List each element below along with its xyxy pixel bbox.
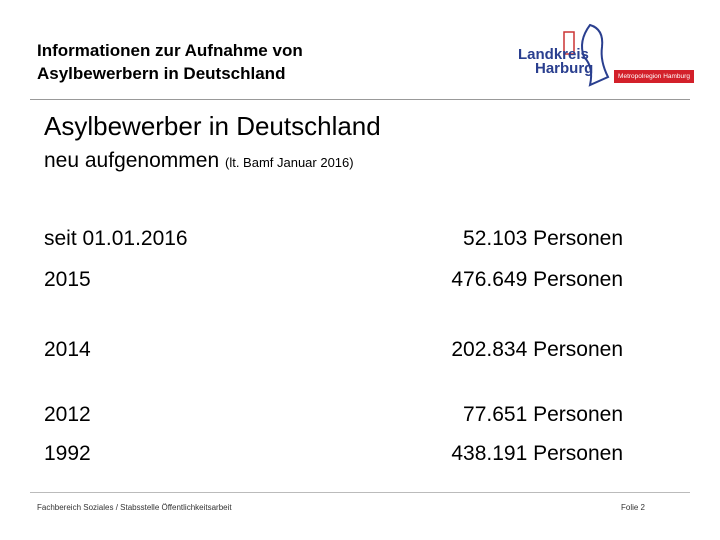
logo-text: Landkreis bbox=[518, 46, 589, 63]
row-label: 1992 bbox=[44, 442, 91, 465]
subtitle-note: (lt. Bamf Januar 2016) bbox=[224, 155, 354, 170]
row-value: 202.834 Personen bbox=[451, 338, 623, 361]
row-label: seit 01.01.2016 bbox=[44, 227, 188, 250]
header-rule bbox=[30, 99, 690, 100]
logo-icon bbox=[563, 23, 610, 87]
slide-title: Asylbewerber in Deutschland bbox=[44, 111, 381, 141]
row-value: 438.191 Personen bbox=[451, 442, 623, 465]
footer-rule bbox=[30, 492, 690, 493]
row-label: 2015 bbox=[44, 268, 91, 291]
header-title: Asylbewerbern in Deutschland bbox=[37, 64, 286, 83]
row-value: 476.649 Personen bbox=[451, 268, 623, 291]
row-label: 2012 bbox=[44, 403, 91, 426]
logo-text: Harburg bbox=[535, 60, 594, 77]
row-value: 52.103 Personen bbox=[463, 227, 623, 250]
row-label: 2014 bbox=[44, 338, 91, 361]
footer-right: Folie 2 bbox=[620, 503, 645, 512]
subtitle: neu aufgenommen (lt. Bamf Januar 2016) bbox=[44, 149, 354, 173]
header-title: Informationen zur Aufnahme von bbox=[37, 41, 303, 60]
footer-left: Fachbereich Soziales / Stabsstelle Öffen… bbox=[37, 503, 232, 512]
logo-badge: Metropolregion Hamburg bbox=[614, 70, 694, 83]
subtitle-main: neu aufgenommen bbox=[44, 149, 220, 172]
row-value: 77.651 Personen bbox=[463, 403, 623, 426]
